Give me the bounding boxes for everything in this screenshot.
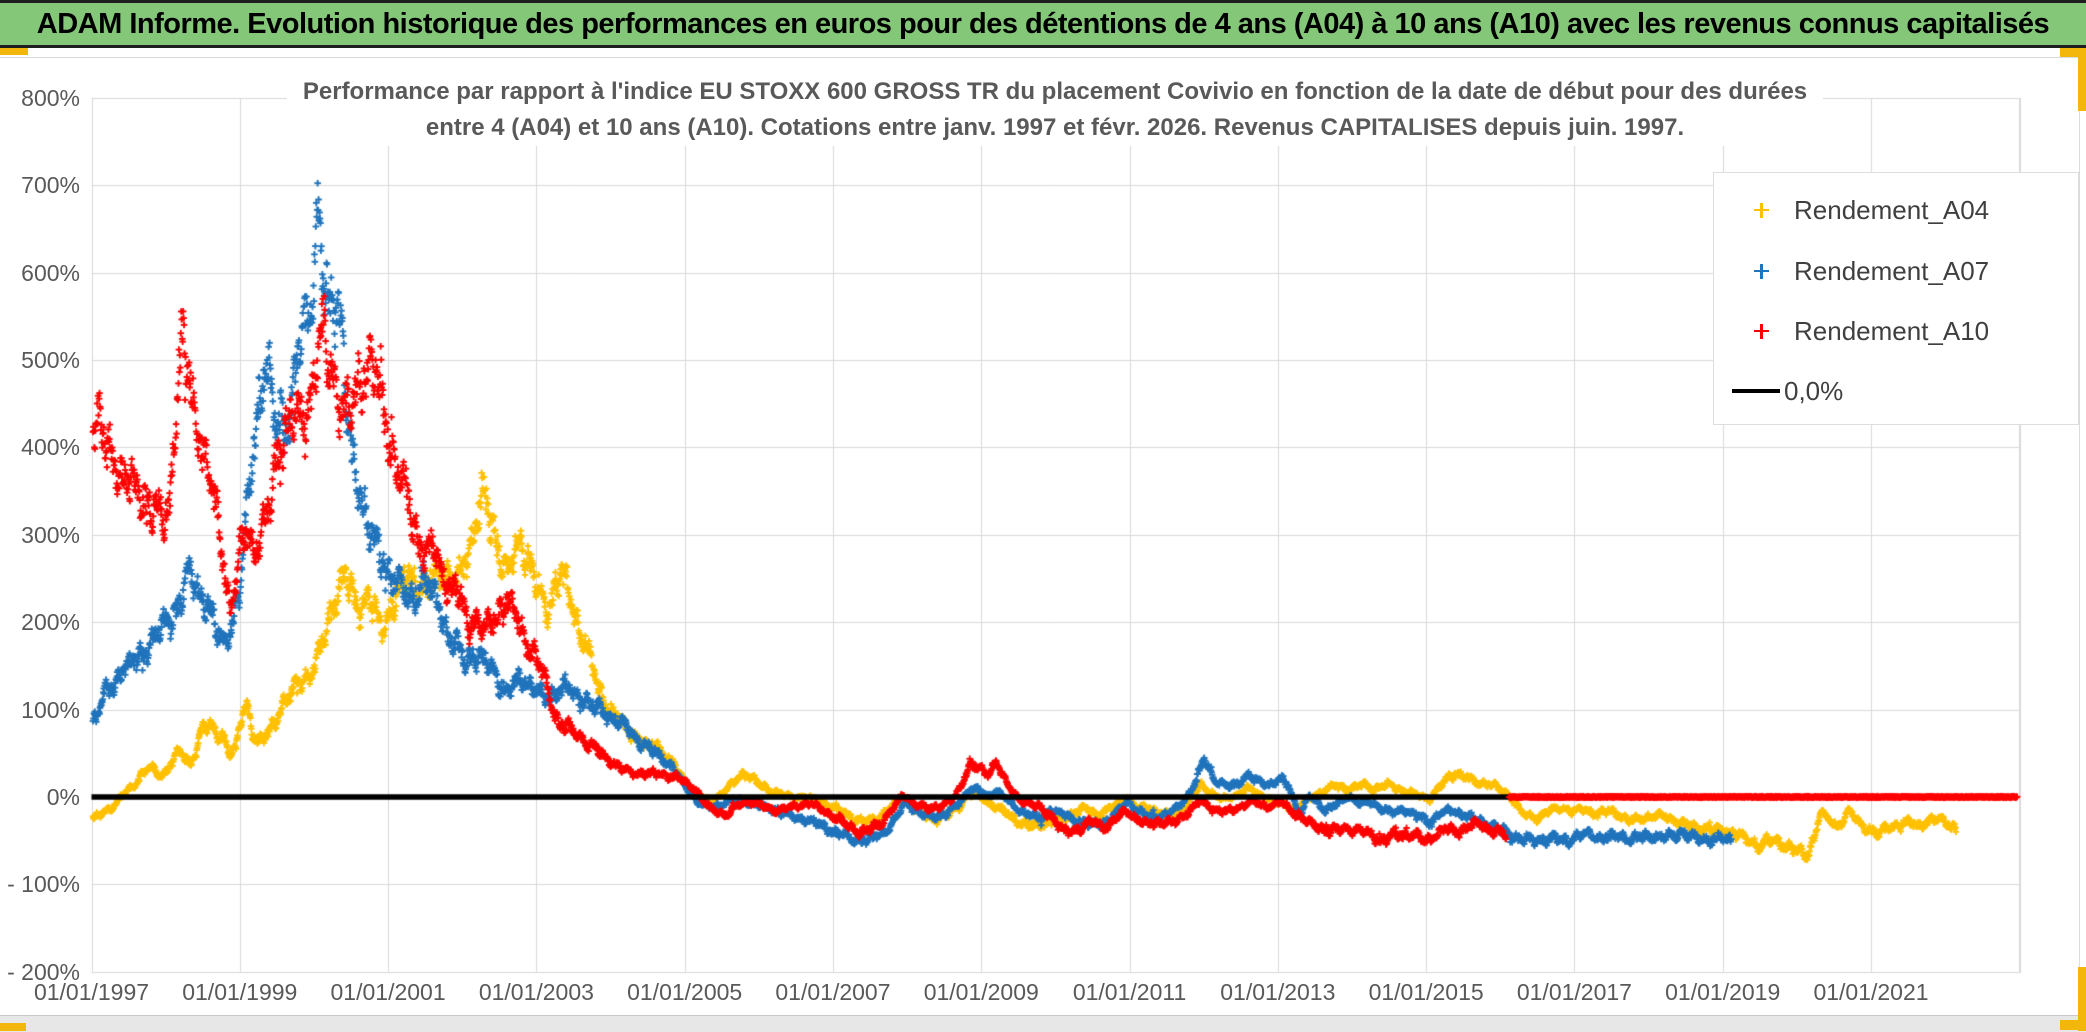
x-axis-tick-label: 01/01/2017 xyxy=(1516,979,1632,1005)
x-axis-tick-label: 01/01/2013 xyxy=(1220,979,1336,1005)
x-axis-tick-label: 01/01/2001 xyxy=(330,979,446,1005)
y-axis-tick-label: 600% xyxy=(21,259,80,286)
legend-label: Rendement_A10 xyxy=(1794,315,1990,346)
y-axis-tick-label: 0% xyxy=(46,784,80,810)
x-axis-tick-label: 01/01/2015 xyxy=(1368,979,1484,1005)
chart-title-line1: Performance par rapport à l'indice EU ST… xyxy=(302,78,1808,105)
x-axis-tick-label: 01/01/2019 xyxy=(1665,979,1781,1005)
gold-edge-top-right xyxy=(2078,47,2086,111)
x-axis-tick-label: 01/01/2021 xyxy=(1813,979,1929,1005)
x-axis-tick-label: 01/01/2005 xyxy=(627,979,743,1005)
sheet-title: ADAM Informe. Evolution historique des p… xyxy=(36,7,2050,40)
legend-label: 0,0% xyxy=(1784,375,1844,406)
y-axis-tick-label: 500% xyxy=(21,347,80,373)
chart-title: Performance par rapport à l'indice EU ST… xyxy=(286,74,1824,146)
x-axis-tick-label: 01/01/1997 xyxy=(33,979,150,1005)
chart-title-line2: entre 4 (A04) et 10 ans (A10). Cotations… xyxy=(425,114,1685,141)
sheet-title-bar: ADAM Informe. Evolution historique des p… xyxy=(0,0,2086,48)
y-axis-tick-label: 100% xyxy=(21,696,80,723)
y-axis-tick-label: - 100% xyxy=(7,871,80,898)
gold-corner-bottom-left xyxy=(0,1023,26,1031)
x-axis-tick-label: 01/01/1999 xyxy=(182,979,298,1005)
gold-corner-bottom-right xyxy=(2060,1020,2086,1030)
header-divider xyxy=(0,57,2086,58)
legend-line-swatch-icon xyxy=(1732,388,1780,394)
x-axis-tick-label: 01/01/2003 xyxy=(478,979,594,1005)
legend-item-rendement-a07[interactable]: Rendement_A07 xyxy=(1714,254,2078,288)
x-axis-tick-label: 01/01/2007 xyxy=(775,979,891,1005)
legend-plus-marker-icon xyxy=(1754,263,1769,279)
gold-corner-top-left xyxy=(0,47,28,55)
y-axis-tick-label: 200% xyxy=(21,609,80,636)
y-axis-tick-label: - 200% xyxy=(7,958,80,985)
chart-legend[interactable]: Rendement_A04 Rendement_A07 Rendement_A10 0… xyxy=(1713,172,2079,425)
bottom-status-strip xyxy=(0,1015,2086,1032)
legend-label: Rendement_A04 xyxy=(1794,194,1990,225)
x-axis-tick-label: 01/01/2011 xyxy=(1072,979,1187,1005)
y-axis-tick-label: 300% xyxy=(21,521,80,548)
chart-object-border xyxy=(2079,60,2080,1014)
legend-item-0-0-[interactable]: 0,0% xyxy=(1714,374,2078,408)
legend-plus-marker-icon xyxy=(1754,323,1769,339)
legend-item-rendement-a10[interactable]: Rendement_A10 xyxy=(1714,314,2078,348)
legend-label: Rendement_A07 xyxy=(1794,255,1990,286)
legend-plus-marker-icon xyxy=(1754,202,1769,218)
gold-edge-bottom-right xyxy=(2078,967,2086,1031)
y-axis-tick-label: 700% xyxy=(21,172,80,199)
gold-corner-top-right xyxy=(2060,47,2086,57)
y-axis-tick-label: 400% xyxy=(21,434,80,461)
x-axis-tick-label: 01/01/2009 xyxy=(923,979,1039,1005)
y-axis-tick-label: 800% xyxy=(21,84,80,111)
legend-item-rendement-a04[interactable]: Rendement_A04 xyxy=(1714,193,2078,227)
